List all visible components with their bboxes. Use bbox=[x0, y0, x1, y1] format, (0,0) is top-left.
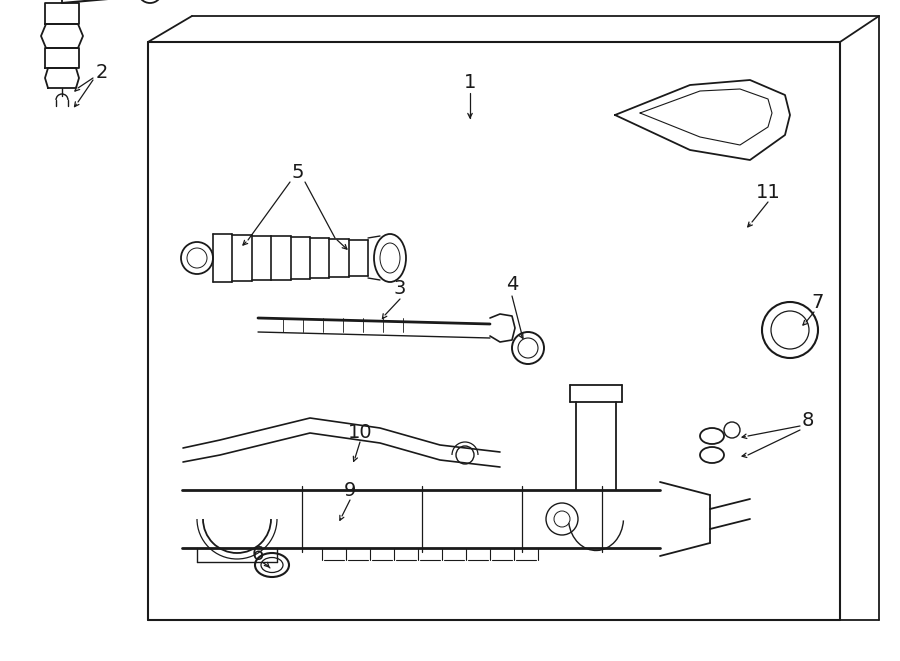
Text: 2: 2 bbox=[95, 63, 108, 81]
Text: 1: 1 bbox=[464, 73, 476, 91]
Text: 9: 9 bbox=[344, 481, 356, 500]
Text: 6: 6 bbox=[252, 545, 265, 564]
Text: 8: 8 bbox=[802, 410, 814, 430]
Text: 5: 5 bbox=[292, 163, 304, 182]
Text: 4: 4 bbox=[506, 276, 518, 295]
Text: 11: 11 bbox=[756, 182, 780, 202]
Text: 3: 3 bbox=[394, 278, 406, 297]
Text: 7: 7 bbox=[812, 293, 824, 311]
Text: 10: 10 bbox=[347, 422, 373, 442]
